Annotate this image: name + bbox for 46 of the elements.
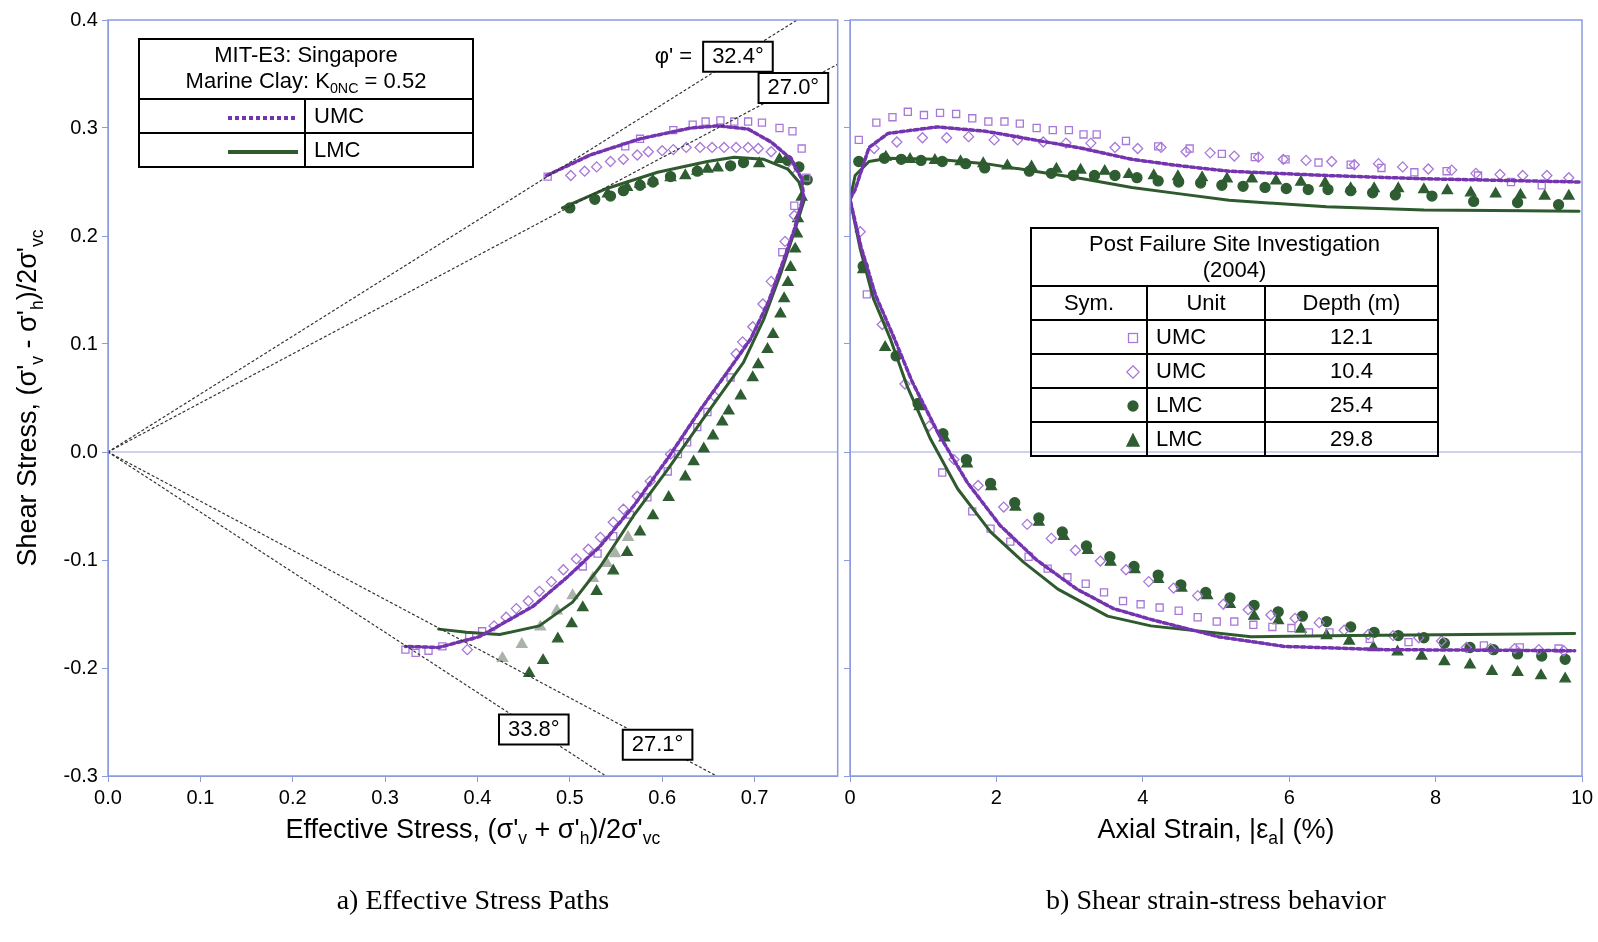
legend-label: UMC [305,99,473,134]
x-tick-label: 2 [990,785,1002,808]
x-axis-title: Effective Stress, (σ'$_{v}$ + σ'$_{h}$)/2σ'$_{vc}$ [285,814,661,850]
annotation: 12.1 [1265,320,1438,354]
annotation: 27.1° [631,730,684,756]
x-tick-label: 0.1 [186,785,215,808]
annotation: Sym. [1031,286,1147,320]
x-tick-label: 10 [1570,785,1594,808]
y-tick-label: 0.0 [70,439,98,462]
annotation: 29.8 [1265,422,1438,456]
x-tick-label: 6 [1283,785,1295,808]
legend-label: LMC [305,133,473,168]
legend-label: UMC [1147,320,1265,354]
x-tick-label: 8 [1430,785,1442,808]
y-tick-label: 0.3 [70,115,98,138]
annotation: Unit [1147,286,1265,320]
x-tick-label: 0 [844,785,856,808]
y-tick-label: 0.2 [70,223,98,246]
legend-label: LMC [1147,422,1265,456]
x-tick-label: 4 [1137,785,1149,808]
x-tick-label: 0.0 [94,785,122,808]
annotation: Depth (m) [1265,286,1438,320]
text: a) Effective Stress Paths [336,884,610,916]
y-tick-label: 0.4 [70,7,98,30]
y-tick-label: 0.1 [70,331,98,354]
x-tick-label: 0.5 [555,785,584,808]
x-tick-label: 0.6 [648,785,677,808]
x-tick-label: 0.3 [371,785,400,808]
x-tick-label: 0.7 [740,785,769,808]
x-tick-label: 0.2 [278,785,307,808]
y-tick-label: -0.3 [63,763,98,786]
text: b) Shear strain-stress behavior [1046,884,1386,916]
annotation: 10.4 [1265,354,1438,388]
annotation: 27.0° [767,74,820,100]
annotation: φ' = [654,42,693,68]
legend-label: LMC [1147,388,1265,422]
annotation: 32.4° [712,42,764,68]
annotation: 33.8° [508,715,560,741]
legend-title: Post Failure Site Investigation (2004) [1031,228,1438,286]
legend-title: MIT-E3: Singapore Marine Clay: K$_{0NC}$ = 0.52 [139,39,473,100]
x-tick-label: 0.4 [463,785,492,808]
y-tick-label: -0.1 [63,547,98,570]
annotation: 25.4 [1265,388,1438,422]
x-axis-title: Axial Strain, |ε$_{a}$| (%) [1097,814,1335,850]
y-tick-label: -0.2 [63,655,98,678]
legend-label: UMC [1147,354,1265,388]
